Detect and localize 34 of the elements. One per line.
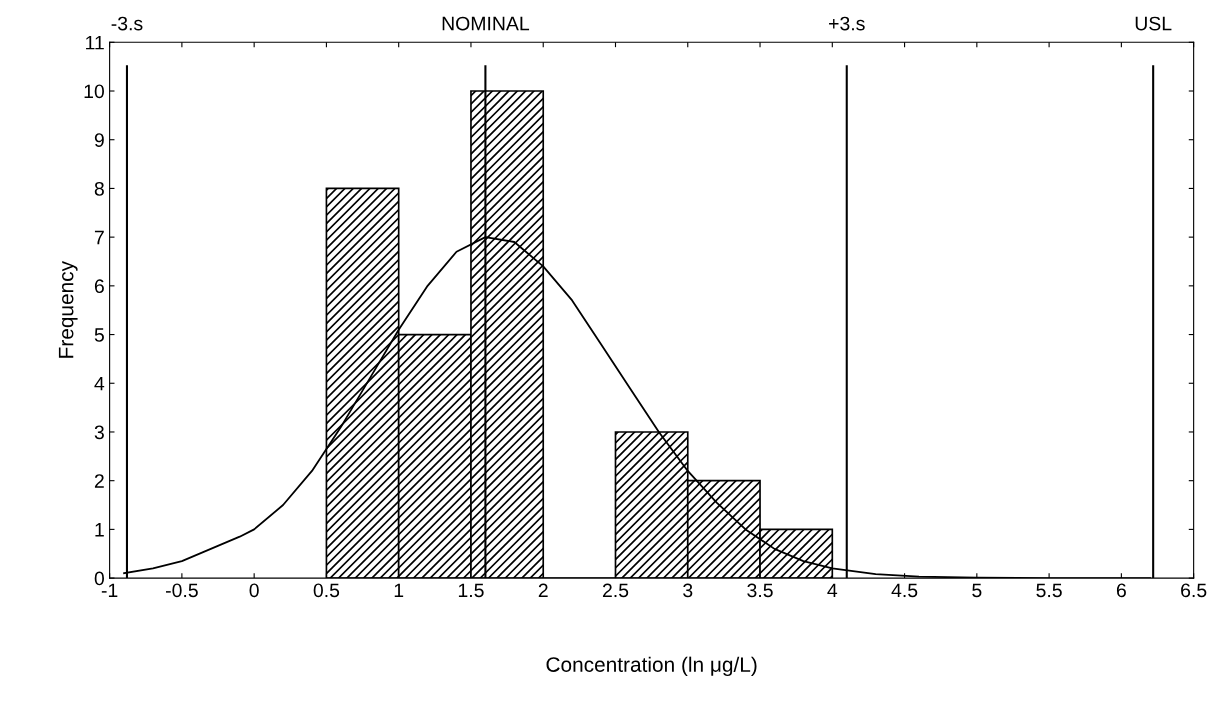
y-tick-label: 9: [94, 133, 104, 147]
x-tick-label: 5.5: [1036, 583, 1062, 598]
y-tick-label: 11: [86, 35, 104, 50]
y-tick-label: 2: [94, 474, 104, 488]
y-tick-label: 7: [94, 230, 104, 245]
y-tick-label: 1: [95, 523, 104, 537]
y-axis-title: Frequency: [58, 261, 78, 358]
x-tick-label: 1.5: [458, 583, 484, 598]
x-tick-label: 0: [249, 583, 259, 598]
ref-line-label: NOMINAL: [442, 16, 530, 31]
x-tick-label: 6: [1116, 583, 1126, 598]
x-tick-label: -0.5: [166, 583, 198, 598]
y-tick-label: 8: [94, 181, 104, 196]
x-tick-label: 2.5: [602, 583, 629, 598]
y-tick-label: 3: [94, 425, 104, 440]
x-tick-label: 5: [972, 583, 982, 598]
y-tick-label: 4: [94, 376, 105, 391]
x-tick-label: 2: [538, 583, 548, 598]
x-tick-label: 6.5: [1181, 583, 1207, 598]
x-tick-label: 4: [827, 583, 838, 598]
ref-line-label: +3.s: [829, 16, 865, 31]
x-tick-label: 1: [394, 583, 404, 598]
y-tick-label: 6: [94, 279, 104, 294]
x-axis-title: Concentration (ln μg/L): [546, 656, 757, 677]
x-tick-label: 4.5: [891, 583, 918, 598]
x-tick-label: -1: [101, 583, 118, 598]
ref-line-label: -3.s: [111, 16, 143, 31]
x-tick-label: 0.5: [313, 583, 340, 598]
y-tick-label: 10: [84, 84, 104, 99]
x-tick-label: 3: [683, 583, 693, 598]
x-tick-label: 3.5: [747, 583, 773, 598]
ref-line-label: USL: [1135, 16, 1172, 31]
y-tick-label: 5: [94, 328, 104, 342]
y-tick-label: 0: [94, 571, 104, 586]
